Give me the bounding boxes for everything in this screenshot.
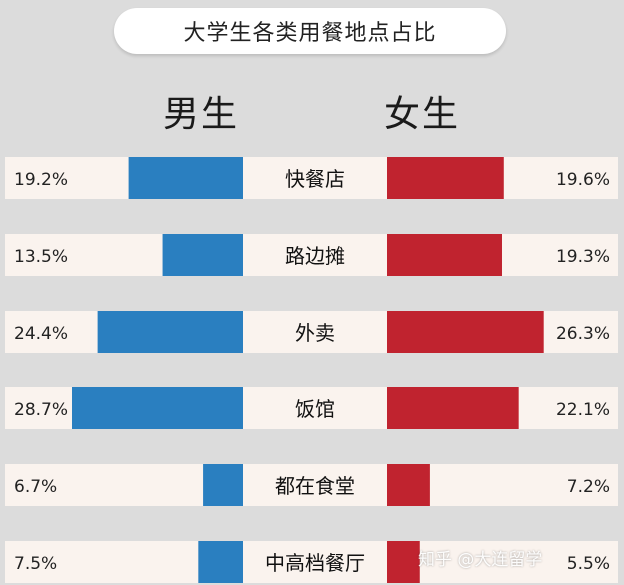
- bar-female: [387, 157, 504, 199]
- row-strip: [5, 541, 618, 583]
- data-label-male: 7.5%: [14, 554, 57, 574]
- bar-male: [203, 464, 243, 506]
- bar-male: [128, 157, 243, 199]
- data-label-female: 26.3%: [556, 324, 610, 344]
- bar-female: [387, 541, 420, 583]
- category-label: 饭馆: [295, 397, 335, 421]
- bar-male: [162, 234, 243, 276]
- category-label: 外卖: [295, 321, 335, 345]
- data-label-female: 7.2%: [567, 477, 610, 497]
- category-label: 路边摊: [285, 244, 345, 268]
- data-label-male: 19.2%: [14, 170, 68, 190]
- row-strip: [5, 464, 618, 506]
- data-label-male: 24.4%: [14, 324, 68, 344]
- data-label-female: 19.6%: [556, 170, 610, 190]
- data-label-female: 19.3%: [556, 247, 610, 267]
- bar-female: [387, 234, 502, 276]
- watermark: 知乎 @大连留学: [418, 550, 543, 570]
- bar-male: [198, 541, 243, 583]
- data-label-male: 6.7%: [14, 477, 57, 497]
- row-strip: [5, 157, 618, 199]
- series-label-male: 男生: [163, 94, 240, 135]
- row-strip: [5, 234, 618, 276]
- data-label-female: 22.1%: [556, 400, 610, 420]
- bar-male: [72, 387, 243, 429]
- bar-male: [97, 311, 243, 353]
- data-label-female: 5.5%: [567, 554, 610, 574]
- bar-female: [387, 464, 430, 506]
- category-label: 都在食堂: [275, 474, 355, 498]
- chart-title: 大学生各类用餐地点占比: [114, 8, 506, 54]
- bar-female: [387, 387, 519, 429]
- data-label-male: 28.7%: [14, 400, 68, 420]
- data-label-male: 13.5%: [14, 247, 68, 267]
- category-label: 中高档餐厅: [265, 551, 365, 575]
- bar-female: [387, 311, 544, 353]
- series-label-female: 女生: [384, 94, 461, 135]
- category-label: 快餐店: [285, 167, 345, 191]
